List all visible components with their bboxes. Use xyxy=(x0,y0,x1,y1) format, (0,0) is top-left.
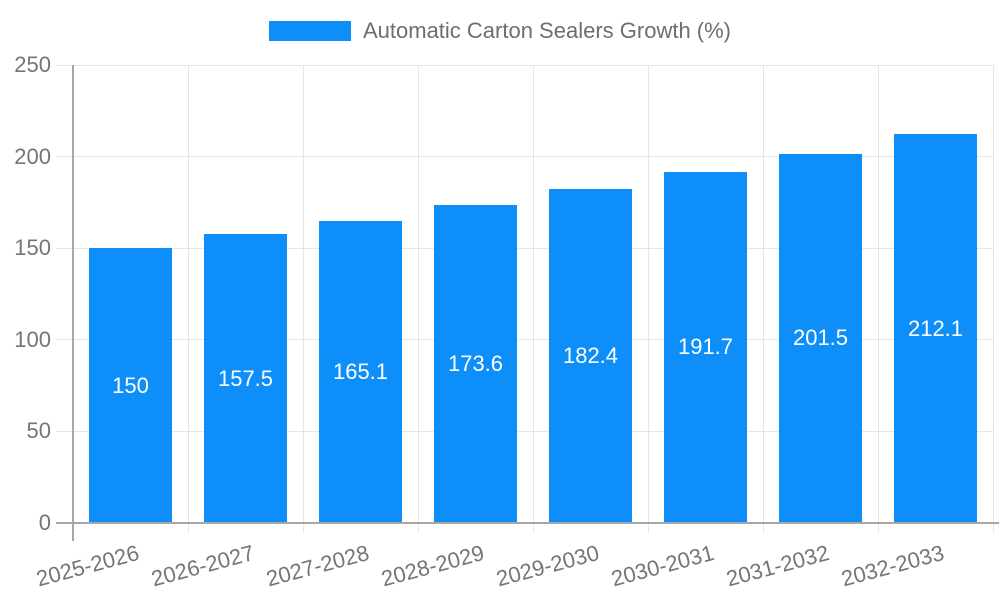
bar-value-label: 182.4 xyxy=(562,342,619,368)
gridline-horizontal xyxy=(56,339,993,341)
y-tick-label: 200 xyxy=(14,143,51,169)
gridline-horizontal xyxy=(56,430,993,432)
gridline-horizontal xyxy=(56,156,993,158)
gridline-vertical xyxy=(187,65,189,533)
bar: 165.1 xyxy=(319,220,402,523)
plot-area: 150 157.5 165.1 173.6 182.4 191.7 201.5 212.1 xyxy=(56,64,999,541)
x-tick-label: 2029-2030 xyxy=(493,540,602,592)
gridline-horizontal xyxy=(56,247,993,249)
bar-value-label: 150 xyxy=(112,372,149,398)
x-tick-label: 2027-2028 xyxy=(263,540,372,592)
y-tick-label: 250 xyxy=(14,52,51,77)
bar-value-label: 191.7 xyxy=(677,334,734,360)
gridline-vertical xyxy=(302,65,304,533)
bar: 182.4 xyxy=(549,188,632,523)
x-tick-label: 2026-2027 xyxy=(148,540,257,592)
bar-value-label: 165.1 xyxy=(332,358,389,384)
bar: 157.5 xyxy=(204,234,287,523)
gridline-vertical xyxy=(647,65,649,533)
bar: 150 xyxy=(89,248,172,523)
legend: Automatic Carton Sealers Growth (%) xyxy=(0,16,1000,46)
gridline-vertical xyxy=(762,65,764,533)
gridline-vertical xyxy=(417,65,419,533)
y-tick-label: 100 xyxy=(14,326,51,352)
y-axis-line xyxy=(72,65,74,541)
x-tick-label: 2032-2033 xyxy=(838,540,947,592)
gridline-vertical xyxy=(877,65,879,533)
bar-value-label: 201.5 xyxy=(792,325,849,351)
legend-swatch xyxy=(268,21,351,41)
x-tick-label: 2025-2026 xyxy=(33,540,142,592)
x-tick-label: 2031-2032 xyxy=(723,540,832,592)
bar: 191.7 xyxy=(664,171,747,523)
bar-value-label: 173.6 xyxy=(447,350,504,376)
bar: 212.1 xyxy=(894,134,977,523)
x-tick-label: 2030-2031 xyxy=(608,540,717,592)
bar: 173.6 xyxy=(434,204,517,523)
x-tick-label: 2028-2029 xyxy=(378,540,487,592)
gridline-horizontal xyxy=(56,64,993,66)
gridline-vertical xyxy=(992,65,994,533)
y-tick-label: 0 xyxy=(38,510,51,535)
x-axis-line xyxy=(56,522,999,524)
bar: 201.5 xyxy=(779,153,862,523)
legend-label: Automatic Carton Sealers Growth (%) xyxy=(362,18,732,43)
y-tick-label: 150 xyxy=(14,235,51,261)
bar-value-label: 212.1 xyxy=(907,315,964,341)
y-tick-label: 50 xyxy=(26,418,51,444)
gridline-vertical xyxy=(532,65,534,533)
bar-value-label: 157.5 xyxy=(217,365,274,391)
